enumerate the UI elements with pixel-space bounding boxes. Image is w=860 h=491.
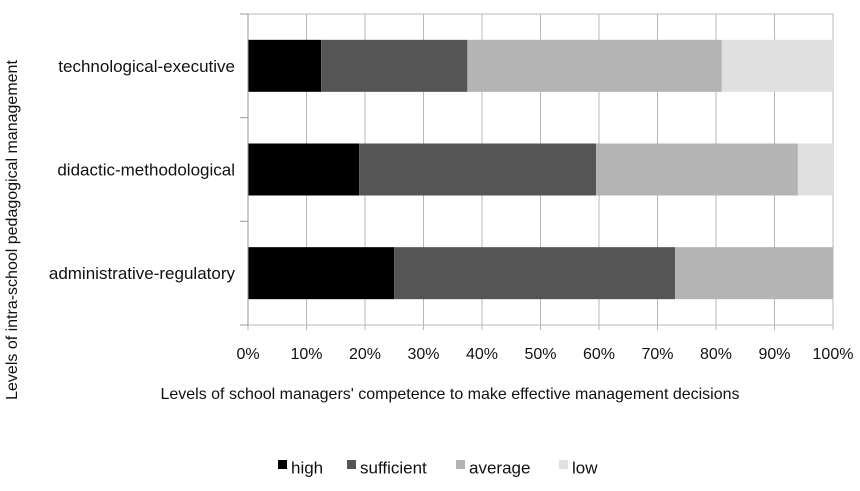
bar-segment-average bbox=[675, 247, 833, 300]
axes bbox=[240, 13, 249, 326]
x-tick-label: 40% bbox=[466, 346, 498, 363]
x-tick-label: 80% bbox=[700, 346, 732, 363]
bar-segment-sufficient bbox=[321, 39, 468, 92]
bars bbox=[248, 39, 833, 300]
bar-segment-sufficient bbox=[359, 143, 597, 196]
x-tick-labels: 0% 10% 20% 30% 40% 50% 60% 70% 80% 90% 100% bbox=[236, 346, 853, 363]
legend-label: sufficient bbox=[360, 458, 427, 477]
x-axis-title: Levels of school managers' competence to… bbox=[160, 386, 739, 403]
x-tick-label: 20% bbox=[349, 346, 381, 363]
legend-swatch-sufficient bbox=[347, 460, 356, 469]
x-tick-label: 90% bbox=[758, 346, 790, 363]
bar-segment-low bbox=[721, 39, 833, 92]
legend-swatch-average bbox=[456, 460, 465, 469]
bar-segment-high bbox=[248, 39, 322, 92]
x-tick-label: 10% bbox=[290, 346, 322, 363]
category-label: administrative-regulatory bbox=[49, 264, 236, 283]
bar-segment-high bbox=[248, 143, 360, 196]
bar-segment-sufficient bbox=[394, 247, 676, 300]
x-tick-label: 60% bbox=[583, 346, 615, 363]
category-labels: technological-executive didactic-methodol… bbox=[49, 57, 236, 283]
x-tick-label: 30% bbox=[407, 346, 439, 363]
x-tick-label: 100% bbox=[813, 346, 854, 363]
legend-swatch-high bbox=[278, 460, 287, 469]
category-label: technological-executive bbox=[58, 57, 235, 76]
legend-label: average bbox=[469, 458, 530, 477]
bar-segment-low bbox=[797, 143, 833, 196]
legend-label: low bbox=[572, 458, 598, 477]
legend: high sufficient average low bbox=[278, 458, 598, 477]
category-label: didactic-methodological bbox=[57, 161, 235, 180]
legend-label: high bbox=[291, 458, 323, 477]
legend-swatch-low bbox=[559, 460, 568, 469]
bar-segment-average bbox=[467, 39, 722, 92]
x-tick-label: 70% bbox=[641, 346, 673, 363]
bar-segment-high bbox=[248, 247, 395, 300]
bar-segment-average bbox=[596, 143, 798, 196]
x-tick-label: 0% bbox=[236, 346, 259, 363]
y-axis-title: Levels of intra-school pedagogical manag… bbox=[4, 60, 21, 400]
x-tick-label: 50% bbox=[524, 346, 556, 363]
